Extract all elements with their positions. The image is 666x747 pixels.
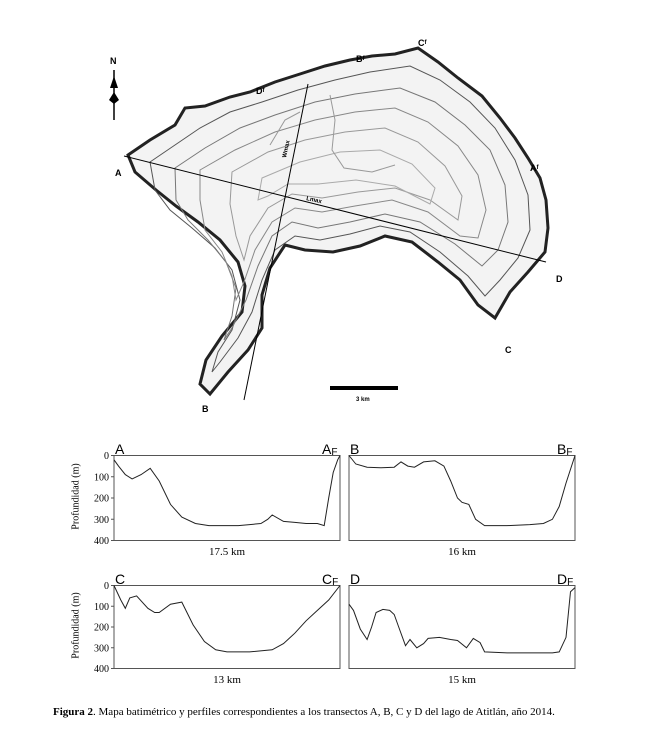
profile-end-letter: D [557,571,568,587]
caption-text: . Mapa batimétrico y perfiles correspond… [93,706,555,718]
lmax-label: Lmax [306,196,323,205]
y-tick-label: 300 [94,515,109,526]
profile-end-label: BF [557,441,572,458]
depth-profile-line [113,585,341,653]
depth-profile-line [113,455,341,527]
profile-distance-label: 17.5 km [208,546,246,558]
plot-frame [113,455,341,541]
profile-end-letter: B [557,441,567,457]
scale-bar [330,386,398,390]
profile-chart-b [348,455,576,541]
profile-end-label: CF [322,571,338,588]
profile-end-subscript: F [331,447,338,458]
y-axis-label: Profundidad (m) [70,591,82,659]
y-axis-label: Profundidad (m) [70,462,82,530]
y-tick-label: 200 [94,623,109,634]
profile-end-label: DF [557,571,573,588]
contour-line [149,65,531,373]
caption-label: Figura 2 [53,706,94,718]
bathymetric-map: N A B C D Aᶠ Bᶠ Cᶠ Dᶠ Wmax Lmax 3 km [109,38,563,414]
y-tick-label: 300 [94,643,109,654]
depth-profile-line [348,455,576,527]
transect-label-b: B [202,404,209,414]
profile-distance-label: 13 km [213,674,241,686]
north-label: N [110,56,117,66]
scale-label: 3 km [356,397,370,403]
contour-line [229,127,463,262]
transect-label-df: Dᶠ [256,86,265,96]
north-arrow-icon [109,70,119,120]
profile-end-subscript: F [567,577,574,588]
transect-line-a [123,155,547,263]
contour-line [257,149,436,205]
y-tick-label: 400 [94,664,109,675]
figure-caption: Figura 2. Mapa batimétrico y perfiles co… [53,706,555,718]
transect-label-bf: Bᶠ [356,54,365,64]
lake-outline [126,46,550,397]
y-tick-label: 0 [104,581,109,592]
depth-profile-line [348,587,576,654]
contour-line [199,107,487,302]
y-tick-label: 100 [94,602,109,613]
profile-start-label: A [115,441,125,457]
profile-start-label: B [350,441,360,457]
contour-line [269,111,301,146]
y-tick-label: 100 [94,472,109,483]
profile-end-label: AF [322,441,337,458]
transect-label-cf: Cᶠ [418,38,427,48]
transect-label-d: D [556,274,563,284]
profile-distance-label: 15 km [448,674,476,686]
transect-label-a: A [115,168,122,178]
profile-chart-a: 0 100 200 300 400 [94,451,341,547]
transect-label-af: Aᶠ [530,163,539,173]
wmax-label: Wmax [282,139,292,158]
plot-frame [348,455,576,541]
profile-end-subscript: F [332,577,339,588]
transect-line-b [243,83,309,401]
contour-line [329,94,396,173]
transect-label-c: C [505,345,512,355]
contour-line [174,87,509,341]
profile-chart-c: 0 100 200 300 400 [94,581,341,675]
profile-end-letter: A [322,441,332,457]
plot-frame [348,585,576,669]
profile-start-label: D [350,571,361,587]
profile-end-subscript: F [566,447,573,458]
y-tick-label: 0 [104,451,109,462]
profile-start-label: C [115,571,126,587]
y-tick-label: 400 [94,536,109,547]
y-tick-label: 200 [94,494,109,505]
profile-chart-d [348,585,576,669]
profile-end-letter: C [322,571,333,587]
plot-frame [113,585,341,669]
profile-distance-label: 16 km [448,546,476,558]
